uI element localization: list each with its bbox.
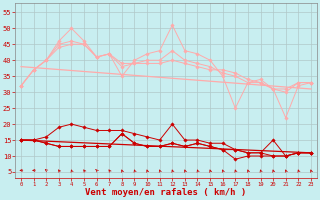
X-axis label: Vent moyen/en rafales ( km/h ): Vent moyen/en rafales ( km/h ): [85, 188, 247, 197]
